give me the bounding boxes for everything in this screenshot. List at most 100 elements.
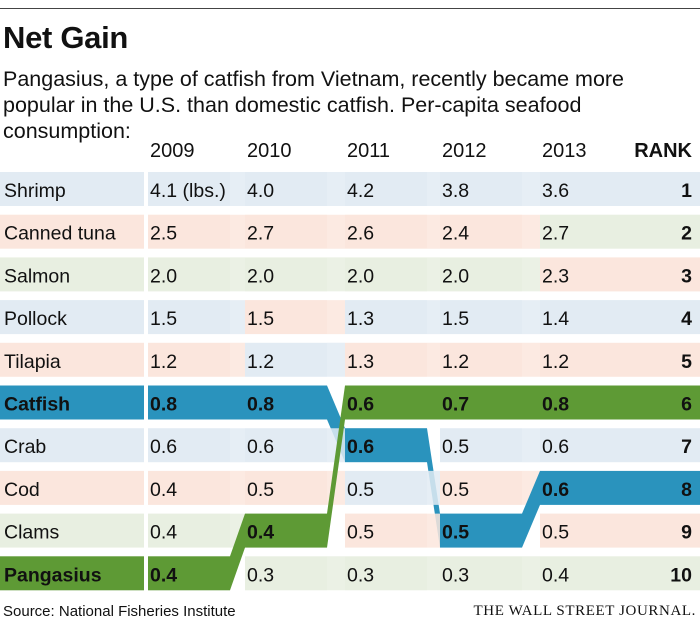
value-label: 2.0: [247, 265, 274, 287]
value-label: 0.6: [150, 436, 177, 458]
value-cell: [345, 214, 427, 249]
value-cell: [345, 470, 427, 505]
value-cell: [440, 385, 522, 420]
value-label: 2.7: [247, 223, 274, 245]
row-label: Cod: [4, 479, 40, 501]
connector-ribbon: [230, 470, 245, 505]
connector-ribbon: [327, 172, 345, 206]
connector-ribbon: [327, 556, 345, 591]
rank-band: [624, 513, 700, 548]
connector-ribbon: [622, 300, 624, 335]
rank-band: [624, 470, 700, 505]
row-label: Catfish: [4, 394, 70, 416]
value-cell: [540, 300, 622, 335]
connector-ribbon: [427, 470, 440, 505]
row-label-band: [0, 172, 144, 206]
value-cell: [245, 214, 327, 249]
connector-ribbon: [230, 172, 245, 206]
connector-ribbon: [230, 257, 245, 292]
value-cell: [148, 385, 230, 420]
value-cell: [440, 428, 522, 463]
rank-label: 8: [681, 479, 692, 501]
row-label: Crab: [4, 436, 46, 458]
connector-ribbon: [622, 172, 624, 206]
connector-ribbon: [522, 470, 540, 548]
row-label-band: [0, 556, 144, 591]
rank-band: [624, 556, 700, 591]
connector-ribbon: [622, 470, 624, 505]
connector-ribbon: [427, 172, 440, 206]
value-cell: [540, 257, 622, 292]
connector-ribbon: [327, 214, 345, 249]
rank-band: [624, 385, 700, 420]
value-cell: [345, 172, 427, 206]
value-cell: [440, 214, 522, 249]
value-label: 0.5: [442, 522, 469, 544]
value-label: 0.3: [442, 564, 469, 586]
row-label: Pangasius: [4, 564, 102, 586]
value-cell: [148, 257, 230, 292]
rank-band: [624, 172, 700, 206]
connector-ribbon: [327, 385, 345, 548]
connector-ribbon: [522, 428, 540, 463]
value-cell: [148, 214, 230, 249]
value-label: 1.4: [542, 308, 569, 330]
value-cell: [345, 385, 427, 420]
value-cell: [540, 470, 622, 505]
value-label: 2.0: [347, 265, 374, 287]
value-label: 0.4: [150, 564, 177, 586]
value-label: 0.5: [247, 479, 274, 501]
row-label-band: [0, 300, 144, 335]
value-cell: [540, 172, 622, 206]
value-cell: [148, 342, 230, 377]
row-label-band: [0, 257, 144, 292]
connector-ribbon: [230, 385, 245, 420]
value-cell: [148, 513, 230, 548]
value-cell: [345, 300, 427, 335]
value-label: 0.8: [542, 394, 569, 416]
connector-ribbon: [427, 257, 440, 292]
value-cell: [440, 172, 522, 206]
value-label: 0.6: [542, 479, 569, 501]
value-cell: [245, 556, 327, 591]
publication-credit: THE WALL STREET JOURNAL.: [473, 603, 696, 619]
value-label: 1.5: [442, 308, 469, 330]
chart-title: Net Gain: [3, 20, 129, 55]
value-label: 4.2: [347, 180, 374, 202]
connector-ribbon: [427, 385, 440, 420]
connector-ribbon: [522, 385, 540, 420]
connector-ribbon: [230, 214, 245, 249]
connector-ribbon: [230, 342, 245, 377]
connector-ribbon: [622, 428, 624, 463]
value-cell: [148, 172, 230, 206]
row-label: Canned tuna: [4, 223, 116, 245]
value-label: 0.8: [247, 394, 274, 416]
row-label-band: [0, 385, 144, 420]
row-label: Pollock: [4, 308, 67, 330]
row-label-band: [0, 513, 144, 548]
value-label: 0.6: [347, 394, 374, 416]
value-label: 3.8: [442, 180, 469, 202]
connector-ribbon: [522, 172, 540, 206]
value-cell: [245, 257, 327, 292]
value-label: 0.7: [442, 394, 469, 416]
value-label: 0.4: [247, 522, 274, 544]
rank-label: 3: [681, 265, 692, 287]
value-cell: [540, 385, 622, 420]
value-cell: [148, 300, 230, 335]
connector-ribbon: [427, 513, 440, 548]
value-label: 0.4: [150, 522, 177, 544]
value-label: 0.8: [150, 394, 177, 416]
value-label: 0.3: [247, 564, 274, 586]
value-cell: [245, 385, 327, 420]
value-cell: [440, 556, 522, 591]
connector-ribbon: [427, 342, 440, 377]
value-cell: [245, 172, 327, 206]
rank-label: 10: [670, 564, 692, 586]
rank-label: 1: [681, 180, 692, 202]
rank-label: 6: [681, 394, 692, 416]
value-label: 0.5: [442, 479, 469, 501]
value-cell: [245, 470, 327, 505]
value-cell: [440, 342, 522, 377]
value-label: 1.2: [542, 351, 569, 373]
